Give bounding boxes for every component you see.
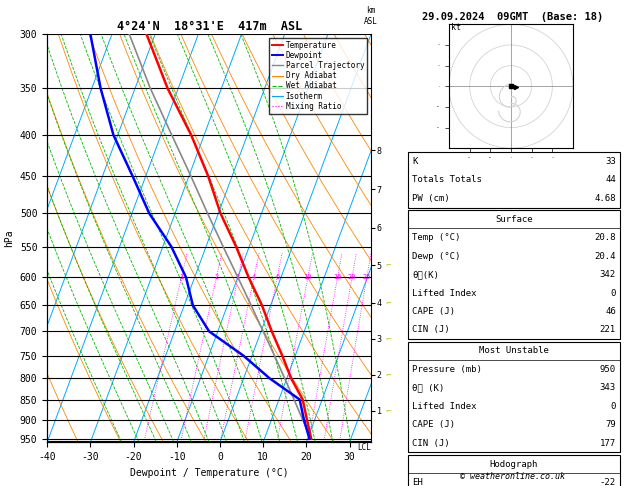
- Text: 20.4: 20.4: [594, 252, 616, 260]
- Text: K: K: [412, 157, 418, 166]
- Text: θᴇ(K): θᴇ(K): [412, 270, 439, 279]
- Text: ⌐: ⌐: [385, 408, 391, 414]
- Text: Temp (°C): Temp (°C): [412, 233, 460, 242]
- Legend: Temperature, Dewpoint, Parcel Trajectory, Dry Adiabat, Wet Adiabat, Isotherm, Mi: Temperature, Dewpoint, Parcel Trajectory…: [269, 38, 367, 114]
- Text: 44: 44: [605, 175, 616, 184]
- Text: 20: 20: [348, 274, 356, 280]
- Text: 33: 33: [605, 157, 616, 166]
- X-axis label: Dewpoint / Temperature (°C): Dewpoint / Temperature (°C): [130, 468, 289, 478]
- Text: θᴇ (K): θᴇ (K): [412, 383, 444, 392]
- Text: ⌐: ⌐: [385, 372, 391, 378]
- Text: 20.8: 20.8: [594, 233, 616, 242]
- Text: Lifted Index: Lifted Index: [412, 402, 477, 411]
- Text: 0: 0: [610, 289, 616, 297]
- Text: CIN (J): CIN (J): [412, 439, 450, 448]
- Text: 2: 2: [214, 274, 218, 280]
- Title: 4°24'N  18°31'E  417m  ASL: 4°24'N 18°31'E 417m ASL: [116, 20, 302, 33]
- Text: 343: 343: [599, 383, 616, 392]
- Text: Pressure (mb): Pressure (mb): [412, 365, 482, 374]
- Text: LCL: LCL: [357, 443, 371, 452]
- Text: Lifted Index: Lifted Index: [412, 289, 477, 297]
- Text: ⌐: ⌐: [385, 300, 391, 306]
- Text: 4: 4: [252, 274, 256, 280]
- Text: ⌐: ⌐: [385, 262, 391, 268]
- Text: 10: 10: [304, 274, 312, 280]
- Text: PW (cm): PW (cm): [412, 194, 450, 203]
- Text: 0: 0: [610, 402, 616, 411]
- Text: CIN (J): CIN (J): [412, 326, 450, 334]
- Text: 342: 342: [599, 270, 616, 279]
- Text: 46: 46: [605, 307, 616, 316]
- Text: 25: 25: [362, 274, 371, 280]
- Text: Most Unstable: Most Unstable: [479, 347, 549, 355]
- Text: CAPE (J): CAPE (J): [412, 307, 455, 316]
- Text: CAPE (J): CAPE (J): [412, 420, 455, 429]
- Text: Hodograph: Hodograph: [490, 460, 538, 469]
- Text: ⌐: ⌐: [385, 336, 391, 342]
- Text: 4.68: 4.68: [594, 194, 616, 203]
- Text: 29.09.2024  09GMT  (Base: 18): 29.09.2024 09GMT (Base: 18): [422, 12, 603, 22]
- Text: Surface: Surface: [495, 215, 533, 224]
- Text: 221: 221: [599, 326, 616, 334]
- Text: 3: 3: [236, 274, 240, 280]
- Text: 79: 79: [605, 420, 616, 429]
- Text: Dewp (°C): Dewp (°C): [412, 252, 460, 260]
- Text: 177: 177: [599, 439, 616, 448]
- Text: © weatheronline.co.uk: © weatheronline.co.uk: [460, 472, 565, 481]
- Text: km
ASL: km ASL: [364, 6, 378, 26]
- Text: 950: 950: [599, 365, 616, 374]
- Text: EH: EH: [412, 478, 423, 486]
- Text: 16: 16: [333, 274, 342, 280]
- Text: Totals Totals: Totals Totals: [412, 175, 482, 184]
- Text: -22: -22: [599, 478, 616, 486]
- Text: 6: 6: [275, 274, 279, 280]
- Text: kt: kt: [451, 23, 461, 33]
- Text: 1: 1: [179, 274, 184, 280]
- Y-axis label: hPa: hPa: [4, 229, 14, 247]
